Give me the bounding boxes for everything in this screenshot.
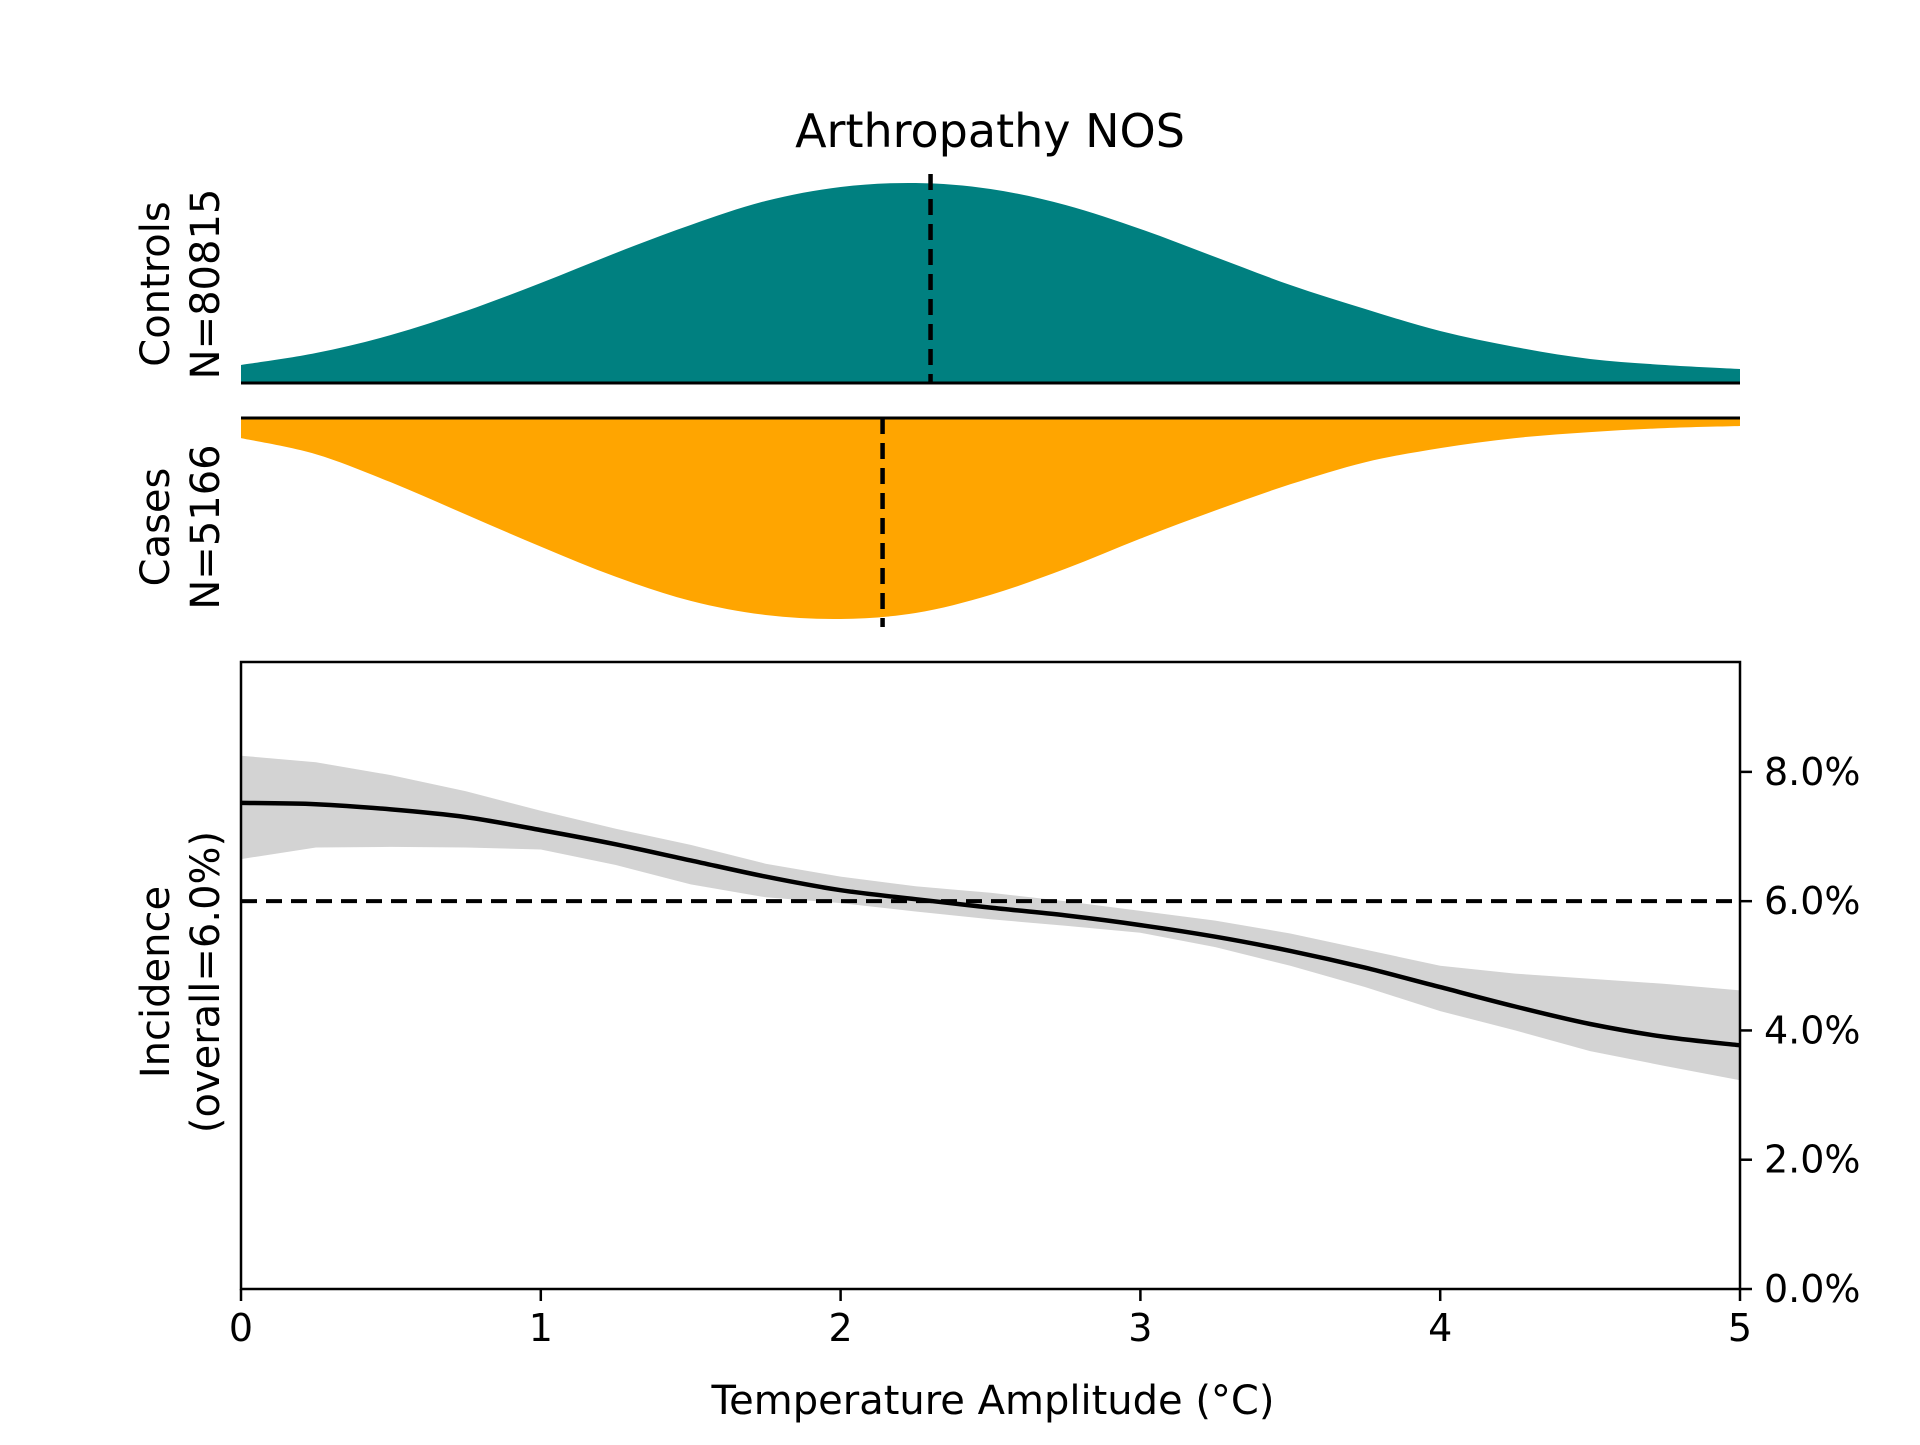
x-axis-label: Temperature Amplitude (°C)	[711, 1378, 1275, 1424]
y-axis-ticks: 0.0% 2.0% 4.0% 6.0% 8.0%	[1740, 750, 1861, 1311]
y-axis-label-line2: (overall=6.0%)	[183, 831, 229, 1133]
incidence-panel: 0 1 2 3 4 5 0.0% 2.0% 4.0% 6.0% 8.0% Temperature …	[133, 660, 1861, 1424]
controls-panel: Controls N=80815	[133, 174, 1740, 385]
x-tick-label: 2	[829, 1306, 853, 1350]
confidence-band	[241, 755, 1740, 1081]
x-tick-label: 5	[1728, 1306, 1752, 1350]
y-tick-label: 6.0%	[1764, 879, 1861, 923]
controls-count: N=80815	[183, 189, 229, 380]
cases-count: N=5166	[183, 444, 229, 609]
y-tick-label: 0.0%	[1764, 1267, 1861, 1311]
cases-density-area	[241, 418, 1740, 620]
controls-label: Controls	[133, 201, 179, 366]
incidence-line	[240, 800, 1741, 1048]
chart-title: Arthropathy NOS	[795, 104, 1185, 158]
cases-label: Cases	[133, 468, 179, 587]
y-axis-label-line1: Incidence	[133, 886, 179, 1078]
y-tick-label: 2.0%	[1764, 1138, 1861, 1182]
cases-panel: Cases N=5166	[133, 416, 1740, 627]
y-tick-label: 8.0%	[1764, 750, 1861, 794]
y-tick-label: 4.0%	[1764, 1008, 1861, 1052]
x-tick-label: 3	[1128, 1306, 1152, 1350]
x-tick-label: 4	[1428, 1306, 1452, 1350]
x-tick-label: 1	[529, 1306, 553, 1350]
controls-density-area	[241, 182, 1740, 383]
x-tick-label: 0	[229, 1306, 253, 1350]
x-axis-ticks: 0 1 2 3 4 5	[229, 1289, 1752, 1350]
incidence-axes-frame	[239, 660, 1742, 1291]
